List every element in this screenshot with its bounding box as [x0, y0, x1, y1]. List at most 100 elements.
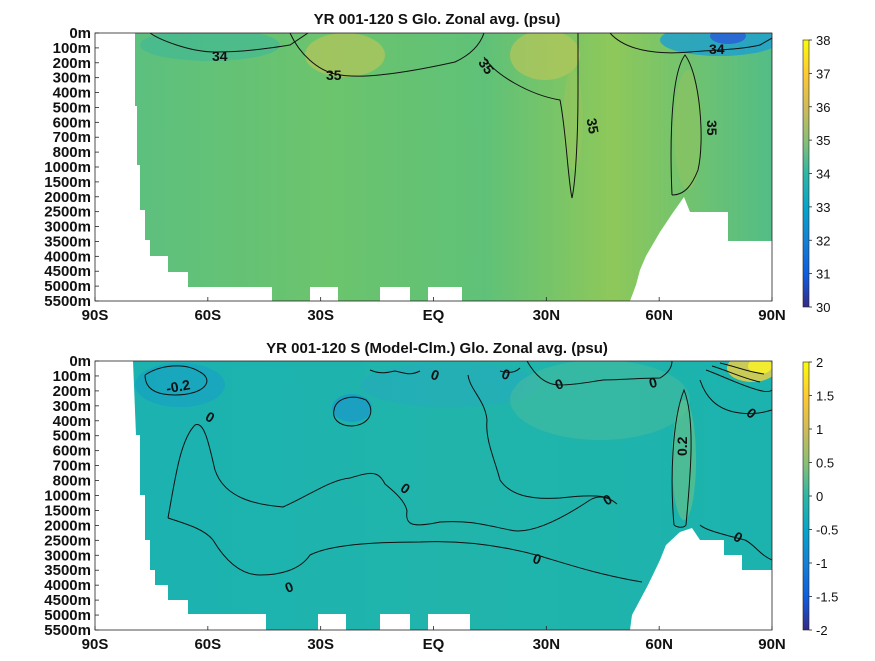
y-tick-label: 400m: [53, 85, 91, 102]
y-tick-label: 300m: [53, 398, 91, 415]
chart-panel-salinity-bias: YR 001-120 S (Model-Clm.) Glo. Zonal avg…: [44, 340, 838, 653]
contour-label: 35: [584, 117, 602, 135]
y-tick-label: 0m: [69, 353, 91, 370]
colorbar-ticks: 30 31 32 33 34 35 36 37 38: [809, 33, 830, 315]
contour-lines: [149, 33, 772, 199]
colorbar-tick-label: 34: [816, 167, 830, 182]
y-tick-label: 200m: [53, 383, 91, 400]
contour-lines: [144, 361, 772, 583]
contour-label: 35: [326, 67, 342, 83]
colorbar-tick-label: 31: [816, 267, 830, 282]
x-tick-label: 90N: [758, 307, 786, 324]
y-tick-label: 2000m: [44, 517, 91, 534]
colorbar-tick-label: 1: [816, 422, 823, 437]
x-tick-label: 90S: [82, 636, 109, 653]
x-axis: 90S 60S 30S EQ 30N 60N 90N: [82, 297, 786, 324]
chart-title: YR 001-120 S Glo. Zonal avg. (psu): [314, 11, 561, 28]
y-tick-label: 4500m: [44, 263, 91, 280]
colorbar: 30 31 32 33 34 35 36 37 38: [802, 33, 830, 315]
x-axis: 90S 60S 30S EQ 30N 60N 90N: [82, 626, 786, 653]
y-tick-label: 3500m: [44, 233, 91, 250]
y-tick-label: 1000m: [44, 159, 91, 176]
colorbar-tick-label: 37: [816, 66, 830, 81]
y-tick-label: 0m: [69, 25, 91, 42]
x-tick-label: 30S: [307, 307, 334, 324]
y-tick-label: 3000m: [44, 547, 91, 564]
salty-patch-4: [674, 70, 702, 190]
bias-patch-4: [510, 361, 690, 440]
colorbar-tick-label: 30: [816, 300, 830, 315]
bias-patch-5: [672, 400, 696, 520]
colorbar-tick-label: 0: [816, 489, 823, 504]
chart-panel-salinity: YR 001-120 S Glo. Zonal avg. (psu) 34 35…: [44, 11, 830, 324]
contour-label: 35: [704, 120, 720, 136]
y-tick-label: 100m: [53, 368, 91, 385]
y-tick-label: 800m: [53, 144, 91, 161]
contour-label: 0.2: [674, 436, 690, 456]
ocean-area: [135, 33, 772, 301]
colorbar-tick-label: 32: [816, 233, 830, 248]
x-tick-label: 30S: [307, 636, 334, 653]
colorbar-tick-label: 1.5: [816, 389, 834, 404]
salty-patch-3: [563, 70, 583, 170]
y-tick-label: 600m: [53, 443, 91, 460]
contour-label: 34: [709, 41, 725, 57]
y-axis: 0m100m200m300m400m500m600m700m800m1000m1…: [44, 353, 99, 639]
colorbar-tick-label: -1.5: [816, 590, 838, 605]
colorbar-tick-label: 35: [816, 133, 830, 148]
y-tick-label: 4000m: [44, 577, 91, 594]
y-tick-label: 2000m: [44, 189, 91, 206]
bias-patch-7: [748, 361, 772, 374]
y-tick-label: 3500m: [44, 562, 91, 579]
y-tick-label: 400m: [53, 413, 91, 430]
colorbar-tick-label: 38: [816, 33, 830, 48]
colorbar-tick-label: -1: [816, 556, 828, 571]
x-tick-label: 60S: [194, 307, 221, 324]
y-tick-label: 1000m: [44, 488, 91, 505]
y-axis: 0m100m200m300m400m500m600m700m800m1000m1…: [44, 25, 99, 310]
y-tick-label: 700m: [53, 129, 91, 146]
y-tick-label: 5500m: [44, 293, 91, 310]
y-tick-label: 700m: [53, 458, 91, 475]
y-tick-label: 5000m: [44, 278, 91, 295]
x-tick-label: 90S: [82, 307, 109, 324]
fresh-patch-south: [140, 33, 280, 61]
y-tick-label: 500m: [53, 428, 91, 445]
y-tick-label: 5000m: [44, 607, 91, 624]
colorbar-tick-label: 36: [816, 100, 830, 115]
y-tick-label: 600m: [53, 114, 91, 131]
contour-label: 0: [647, 374, 659, 392]
x-tick-label: 60N: [645, 636, 673, 653]
colorbar-tick-label: 2: [816, 355, 823, 370]
salinity-field: [135, 33, 772, 301]
x-tick-label: 30N: [533, 636, 561, 653]
y-tick-label: 4000m: [44, 248, 91, 265]
y-tick-label: 100m: [53, 40, 91, 57]
y-tick-label: 3000m: [44, 219, 91, 236]
y-tick-label: 200m: [53, 55, 91, 72]
y-tick-label: 5500m: [44, 622, 91, 639]
y-tick-label: 2500m: [44, 204, 91, 221]
y-tick-label: 1500m: [44, 174, 91, 191]
colorbar-gradient: [802, 361, 810, 631]
x-tick-label: 60S: [194, 636, 221, 653]
bias-field: [133, 361, 772, 630]
colorbar-tick-label: 33: [816, 200, 830, 215]
colorbar-tick-label: 0.5: [816, 456, 834, 471]
salty-patch-2: [510, 33, 580, 80]
colorbar-ticks: -2 -1.5 -1 -0.5 0 0.5 1 1.5 2: [809, 355, 838, 638]
chart-title: YR 001-120 S (Model-Clm.) Glo. Zonal avg…: [266, 340, 608, 357]
salty-patch-1: [305, 33, 385, 77]
y-tick-label: 800m: [53, 473, 91, 490]
colorbar-gradient: [802, 39, 810, 308]
x-tick-label: EQ: [423, 636, 445, 653]
x-tick-label: 30N: [533, 307, 561, 324]
bias-patch-3: [360, 363, 540, 407]
x-tick-label: 90N: [758, 636, 786, 653]
y-tick-label: 4500m: [44, 592, 91, 609]
bias-patch-2: [332, 394, 372, 422]
y-tick-label: 500m: [53, 99, 91, 116]
x-tick-label: 60N: [645, 307, 673, 324]
colorbar-tick-label: -2: [816, 623, 828, 638]
colorbar-tick-label: -0.5: [816, 523, 838, 538]
